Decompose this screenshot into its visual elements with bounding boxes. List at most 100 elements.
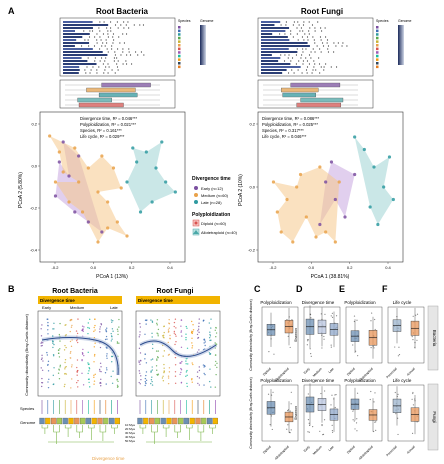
- dissimilarity-point: [174, 333, 177, 336]
- svg-text:Divergence time: Divergence time: [40, 298, 75, 303]
- dissimilarity-point: [157, 335, 159, 337]
- dissimilarity-point: [46, 318, 48, 320]
- abundance-bar: [63, 69, 80, 71]
- dissimilarity-point: [150, 382, 152, 385]
- dissimilarity-point: [186, 369, 188, 372]
- genome-cell: [154, 417, 160, 425]
- dissimilarity-point: [196, 375, 199, 378]
- dissimilarity-point: [180, 346, 183, 349]
- dissimilarity-point: [81, 359, 83, 362]
- species-swatch: [376, 47, 379, 51]
- tree-branch: [209, 425, 216, 429]
- dissimilarity-point: [41, 324, 43, 326]
- dissimilarity-point: [52, 340, 54, 343]
- genome-cell: [50, 417, 57, 425]
- y-tick-label: -0.4: [30, 248, 38, 253]
- dissimilarity-point: [163, 350, 166, 352]
- dissimilarity-point: [76, 359, 79, 361]
- box-point: [412, 391, 414, 394]
- lifecycle-box: [101, 82, 151, 88]
- dissimilarity-point: [41, 382, 44, 384]
- box-point: [397, 355, 400, 357]
- box-xtick-label: Diploid: [262, 445, 272, 455]
- dissimilarity-point: [180, 319, 183, 321]
- outlier-point: [308, 63, 311, 65]
- dissimilarity-point: [87, 332, 89, 335]
- species-swatch: [178, 54, 181, 58]
- outlier-point: [120, 54, 122, 56]
- dissimilarity-point: [156, 373, 158, 376]
- pcoa-point: [382, 185, 386, 189]
- abundance-bar: [261, 27, 290, 29]
- tree-branch: [76, 425, 83, 433]
- outlier-point: [295, 54, 298, 56]
- outlier-point: [292, 24, 294, 26]
- pcoa-point: [160, 140, 164, 144]
- box-point: [289, 346, 291, 349]
- pcoa-point: [111, 166, 116, 170]
- outlier-point: [285, 21, 287, 23]
- y-tick-label: -0.2: [30, 206, 38, 211]
- dissimilarity-point: [71, 378, 73, 380]
- dissimilarity-point: [210, 386, 212, 388]
- box-point: [411, 398, 413, 400]
- species-swatch: [178, 33, 181, 36]
- dissimilarity-point: [157, 356, 159, 359]
- outlier-point: [327, 45, 330, 47]
- outlier-point: [94, 57, 96, 59]
- dissimilarity-point: [191, 342, 193, 344]
- outlier-point: [320, 66, 322, 68]
- outlier-point: [335, 45, 337, 47]
- outlier-point: [320, 30, 323, 32]
- dissimilarity-point: [145, 323, 147, 325]
- abundance-bar: [261, 66, 301, 68]
- dissimilarity-point: [106, 338, 108, 340]
- outlier-point: [109, 21, 112, 23]
- outlier-point: [102, 33, 105, 35]
- dissimilarity-point: [40, 342, 42, 344]
- permanova-stat: Life cycle, R² = 0.029***: [80, 134, 125, 139]
- pcoa-point: [96, 240, 100, 244]
- box-point: [330, 404, 332, 406]
- dissimilarity-point: [151, 336, 153, 338]
- dissimilarity-point: [168, 318, 170, 321]
- outlier-point: [287, 72, 290, 74]
- dissimilarity-point: [64, 344, 66, 347]
- outlier-point: [134, 51, 137, 53]
- dissimilarity-point: [47, 329, 49, 331]
- dissimilarity-point: [139, 326, 142, 328]
- box-point: [310, 355, 312, 358]
- dissimilarity-point: [69, 340, 72, 343]
- genome-cell: [39, 417, 45, 425]
- dissimilarity-point: [185, 333, 187, 335]
- dissimilarity-point: [48, 378, 50, 381]
- dissimilarity-point: [173, 332, 175, 334]
- dissimilarity-point: [93, 361, 95, 363]
- outlier-point: [99, 21, 101, 23]
- dissimilarity-point: [197, 330, 199, 332]
- genome-cell: [97, 417, 103, 425]
- d-ylabel-top: Shannon: [294, 328, 298, 342]
- pcoa-point: [115, 220, 119, 224]
- dissimilarity-point: [163, 331, 165, 334]
- x-tick-label: -0.2: [270, 265, 278, 270]
- box-point: [416, 339, 418, 341]
- svg-text:Allotetraploid (n=40): Allotetraploid (n=40): [201, 230, 238, 235]
- svg-text:Divergence time: Divergence time: [192, 176, 231, 182]
- pcoa-point: [353, 135, 357, 139]
- dissimilarity-point: [210, 327, 212, 329]
- box-point: [398, 346, 400, 348]
- fungi-pcoa-plot: Divergence time, R² = 0.086***Polyploidi…: [238, 111, 404, 280]
- outlier-point: [284, 33, 286, 35]
- outlier-point: [313, 60, 315, 62]
- outlier-point: [84, 39, 86, 41]
- box-point: [309, 348, 311, 350]
- outlier-point: [92, 66, 94, 68]
- outlier-point: [133, 24, 135, 26]
- dissimilarity-point: [47, 386, 50, 389]
- dissimilarity-point: [81, 325, 84, 327]
- pcoa-point: [125, 234, 129, 238]
- box-point: [310, 353, 312, 355]
- dissimilarity-point: [87, 322, 89, 324]
- box-point: [371, 312, 373, 314]
